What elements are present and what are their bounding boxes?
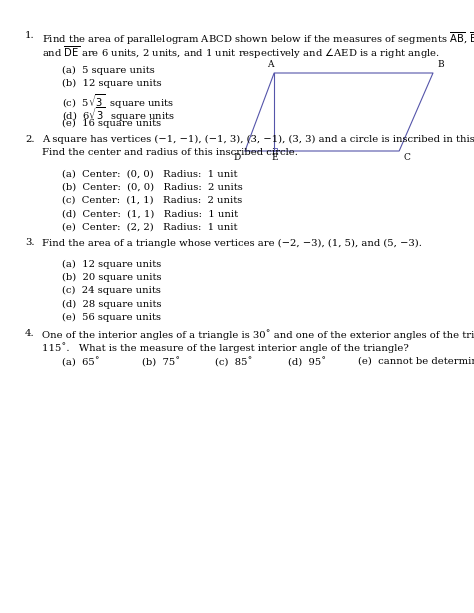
Text: (a)  65˚: (a) 65˚ — [62, 357, 100, 367]
Text: 2.: 2. — [25, 135, 35, 143]
Text: (c)  Center:  (1, 1)   Radius:  2 units: (c) Center: (1, 1) Radius: 2 units — [62, 196, 242, 205]
Text: (d)  Center:  (1, 1)   Radius:  1 unit: (d) Center: (1, 1) Radius: 1 unit — [62, 209, 238, 218]
Text: (a)  Center:  (0, 0)   Radius:  1 unit: (a) Center: (0, 0) Radius: 1 unit — [62, 169, 237, 178]
Text: One of the interior angles of a triangle is 30˚ and one of the exterior angles o: One of the interior angles of a triangle… — [42, 329, 474, 340]
Text: Find the center and radius of this inscribed circle.: Find the center and radius of this inscr… — [42, 148, 298, 157]
Text: (b)  75˚: (b) 75˚ — [142, 357, 180, 367]
Text: (a)  12 square units: (a) 12 square units — [62, 260, 161, 269]
Text: A square has vertices (−1, −1), (−1, 3), (3, −1), (3, 3) and a circle is inscrib: A square has vertices (−1, −1), (−1, 3),… — [42, 135, 474, 144]
Text: (c)  24 square units: (c) 24 square units — [62, 286, 161, 295]
Text: 1.: 1. — [25, 31, 35, 40]
Text: (d)  6$\sqrt{3}$  square units: (d) 6$\sqrt{3}$ square units — [62, 105, 175, 124]
Text: 115˚.   What is the measure of the largest interior angle of the triangle?: 115˚. What is the measure of the largest… — [42, 342, 409, 353]
Text: (d)  28 square units: (d) 28 square units — [62, 300, 162, 309]
Text: 3.: 3. — [25, 238, 35, 248]
Text: Find the area of a triangle whose vertices are (−2, −3), (1, 5), and (5, −3).: Find the area of a triangle whose vertic… — [42, 238, 422, 248]
Text: A: A — [267, 60, 273, 69]
Text: 4.: 4. — [25, 329, 35, 338]
Text: (c)  85˚: (c) 85˚ — [215, 357, 253, 367]
Text: (b)  20 square units: (b) 20 square units — [62, 273, 162, 282]
Text: (c)  5$\sqrt{3}$  square units: (c) 5$\sqrt{3}$ square units — [62, 92, 174, 111]
Text: (b)  Center:  (0, 0)   Radius:  2 units: (b) Center: (0, 0) Radius: 2 units — [62, 183, 243, 192]
Text: E: E — [272, 153, 278, 162]
Text: (e)  cannot be determined: (e) cannot be determined — [358, 357, 474, 366]
Text: (d)  95˚: (d) 95˚ — [288, 357, 326, 367]
Text: and $\overline{\mathrm{DE}}$ are 6 units, 2 units, and 1 unit respectively and $: and $\overline{\mathrm{DE}}$ are 6 units… — [42, 44, 440, 61]
Text: (a)  5 square units: (a) 5 square units — [62, 66, 155, 75]
Text: (e)  16 square units: (e) 16 square units — [62, 119, 161, 128]
Text: C: C — [403, 153, 410, 162]
Text: (b)  12 square units: (b) 12 square units — [62, 79, 162, 88]
Text: D: D — [234, 153, 241, 162]
Text: Find the area of parallelogram ABCD shown below if the measures of segments $\ov: Find the area of parallelogram ABCD show… — [42, 31, 474, 47]
Text: (e)  56 square units: (e) 56 square units — [62, 313, 161, 322]
Text: (e)  Center:  (2, 2)   Radius:  1 unit: (e) Center: (2, 2) Radius: 1 unit — [62, 223, 237, 232]
Text: B: B — [437, 60, 444, 69]
